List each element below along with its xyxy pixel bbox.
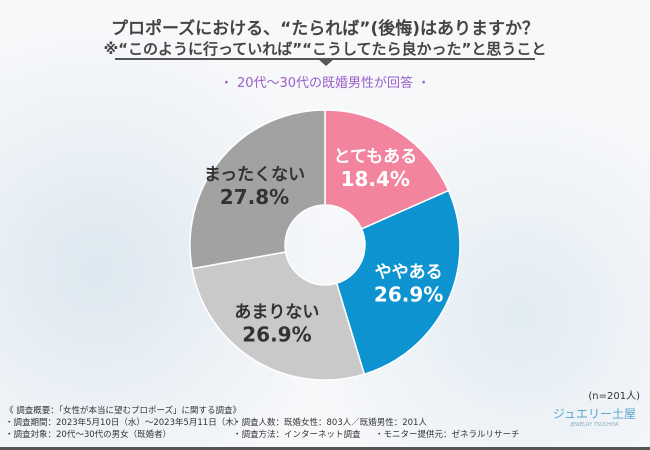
donut-slice	[335, 189, 461, 376]
footer-line: 《 調査概要：「女性が本当に望むプロポーズ」に関する調査》	[5, 406, 242, 416]
logo-name: ジュエリー土屋	[552, 407, 636, 421]
donut-slice	[324, 109, 450, 230]
pointer-triangle	[318, 59, 334, 66]
slice-category-label: ややある	[375, 262, 443, 282]
bottom-bar	[0, 447, 650, 450]
logo: ジュエリー土屋 JEWELRY TSUCHIYA	[553, 405, 636, 428]
chart-subtitle: ・ 20代〜30代の既婚男性が回答 ・	[219, 76, 431, 91]
footer-line: ・調査人数：既婚女性：803人／既婚男性：201人	[233, 418, 427, 428]
donut-slice	[191, 251, 366, 381]
slice-value-label: 18.4%	[341, 167, 410, 191]
slice-category-label: あまりない	[234, 302, 319, 322]
chart-note: ※“このように行っていれば”“こうしてたら良かった”と思うこと	[103, 40, 547, 58]
sample-size: (n=201人)	[588, 391, 640, 402]
footer-line: ・モニター提供元：ゼネラルリサーチ	[375, 430, 520, 440]
slice-category-label: とてもある	[333, 147, 417, 167]
divider	[115, 58, 535, 60]
slice-value-label: 26.9%	[242, 322, 311, 346]
donut-slice	[189, 109, 326, 270]
footer-line: ・調査対象：20代〜30代の男女（既婚者）	[5, 430, 172, 440]
footer-line: ・調査方法：インターネット調査	[233, 430, 361, 440]
slice-value-label: 27.8%	[220, 185, 289, 209]
slice-value-label: 26.9%	[374, 282, 443, 306]
logo-sub: JEWELRY TSUCHIYA	[570, 422, 619, 428]
slice-category-label: まったくない	[204, 165, 305, 185]
chart-title: プロポーズにおける、“たられば”(後悔)はありますか？	[110, 19, 540, 39]
footer-line: ・調査期間：2023年5月10日（水）〜2023年5月11日（木）	[5, 418, 243, 428]
